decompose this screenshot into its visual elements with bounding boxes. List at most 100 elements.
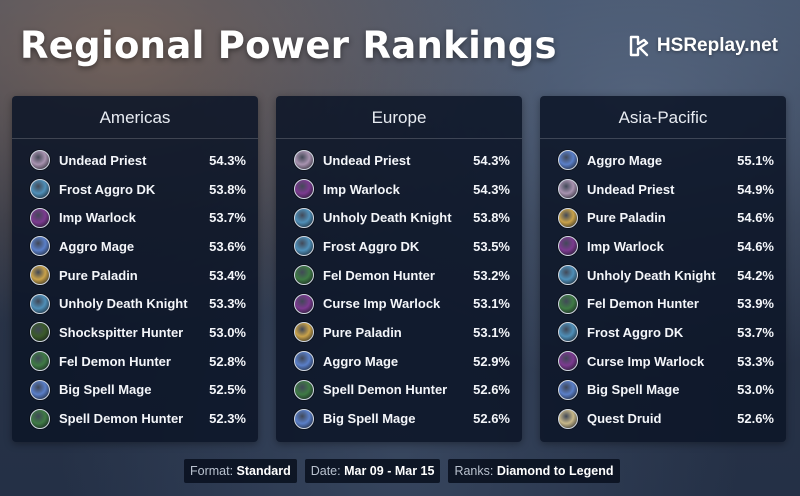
paladin-class-icon xyxy=(294,322,314,343)
deck-row[interactable]: Unholy Death Knight 53.3% xyxy=(12,289,258,318)
deck-winrate: 53.2% xyxy=(473,267,510,283)
deck-winrate: 53.8% xyxy=(473,210,510,226)
deck-row[interactable]: Unholy Death Knight 54.2% xyxy=(540,261,786,290)
deck-winrate: 52.6% xyxy=(737,411,774,427)
deck-row[interactable]: Undead Priest 54.3% xyxy=(12,146,258,175)
region-title: Asia-Pacific xyxy=(540,96,786,139)
ranks-label: Ranks: xyxy=(454,464,494,478)
deck-list: Undead Priest 54.3% Imp Warlock 54.3% Unholy… xyxy=(276,139,522,433)
deck-list: Undead Priest 54.3% Frost Aggro DK 53.8% Imp… xyxy=(12,139,258,433)
region-panel-asia-pacific: Asia-Pacific Aggro Mage 55.1% Undead Pries… xyxy=(540,96,786,442)
deck-name: Fel Demon Hunter xyxy=(587,296,699,312)
deck-row[interactable]: Shockspitter Hunter 53.0% xyxy=(12,318,258,347)
deck-winrate: 53.8% xyxy=(209,181,246,197)
deck-row[interactable]: Spell Demon Hunter 52.6% xyxy=(276,376,522,405)
deck-name: Aggro Mage xyxy=(587,152,663,168)
deck-list: Aggro Mage 55.1% Undead Priest 54.9% Pure Pa… xyxy=(540,139,786,433)
deck-name: Unholy Death Knight xyxy=(587,267,716,283)
deck-row[interactable]: Spell Demon Hunter 52.3% xyxy=(12,404,258,433)
deck-name: Imp Warlock xyxy=(323,181,400,197)
mage-class-icon xyxy=(558,150,578,171)
warlock-class-icon xyxy=(558,236,578,257)
deck-row[interactable]: Fel Demon Hunter 53.2% xyxy=(276,261,522,290)
deck-row[interactable]: Aggro Mage 55.1% xyxy=(540,146,786,175)
deck-row[interactable]: Curse Imp Warlock 53.1% xyxy=(276,289,522,318)
deck-name: Unholy Death Knight xyxy=(59,296,188,312)
format-chip: Format: Standard xyxy=(184,459,297,483)
deck-winrate: 55.1% xyxy=(737,152,774,168)
deck-name: Shockspitter Hunter xyxy=(59,324,184,340)
deck-row[interactable]: Frost Aggro DK 53.7% xyxy=(540,318,786,347)
mage-class-icon xyxy=(30,379,50,400)
priest-class-icon xyxy=(294,150,314,171)
date-value: Mar 09 - Mar 15 xyxy=(344,464,435,478)
deck-row[interactable]: Pure Paladin 53.1% xyxy=(276,318,522,347)
deck-row[interactable]: Big Spell Mage 53.0% xyxy=(540,376,786,405)
mage-class-icon xyxy=(294,408,314,429)
brand-logo[interactable]: HSReplay.net xyxy=(627,34,778,58)
deck-name: Curse Imp Warlock xyxy=(323,296,441,312)
deck-name: Pure Paladin xyxy=(587,210,666,226)
deck-row[interactable]: Unholy Death Knight 53.8% xyxy=(276,203,522,232)
dk-class-icon xyxy=(30,293,50,314)
deck-name: Imp Warlock xyxy=(587,238,664,254)
deck-row[interactable]: Curse Imp Warlock 53.3% xyxy=(540,347,786,376)
ranks-value: Diamond to Legend xyxy=(496,464,614,478)
page-title: Regional Power Rankings xyxy=(20,24,557,67)
deck-row[interactable]: Fel Demon Hunter 52.8% xyxy=(12,347,258,376)
deck-row[interactable]: Quest Druid 52.6% xyxy=(540,404,786,433)
deck-row[interactable]: Undead Priest 54.9% xyxy=(540,175,786,204)
mage-class-icon xyxy=(30,236,50,257)
deck-row[interactable]: Frost Aggro DK 53.8% xyxy=(12,175,258,204)
region-title: Americas xyxy=(12,96,258,139)
deck-row[interactable]: Imp Warlock 54.6% xyxy=(540,232,786,261)
ranks-chip: Ranks: Diamond to Legend xyxy=(448,459,620,483)
deck-winrate: 54.9% xyxy=(737,181,774,197)
deck-winrate: 53.0% xyxy=(209,324,246,340)
deck-row[interactable]: Aggro Mage 52.9% xyxy=(276,347,522,376)
warlock-class-icon xyxy=(558,351,578,372)
region-panel-americas: Americas Undead Priest 54.3% Frost Aggro D… xyxy=(12,96,258,442)
warlock-class-icon xyxy=(30,207,50,228)
deck-name: Frost Aggro DK xyxy=(323,238,420,254)
format-value: Standard xyxy=(236,464,291,478)
deck-winrate: 54.6% xyxy=(737,210,774,226)
deck-name: Big Spell Mage xyxy=(323,411,416,427)
deck-name: Pure Paladin xyxy=(59,267,138,283)
deck-name: Spell Demon Hunter xyxy=(323,382,448,398)
deck-winrate: 54.2% xyxy=(737,267,774,283)
deck-row[interactable]: Imp Warlock 54.3% xyxy=(276,175,522,204)
region-title: Europe xyxy=(276,96,522,139)
deck-row[interactable]: Pure Paladin 53.4% xyxy=(12,261,258,290)
deck-winrate: 53.3% xyxy=(209,296,246,312)
deck-name: Fel Demon Hunter xyxy=(323,267,435,283)
deck-winrate: 52.5% xyxy=(209,382,246,398)
deck-name: Frost Aggro DK xyxy=(59,181,156,197)
deck-winrate: 54.3% xyxy=(473,181,510,197)
deck-name: Curse Imp Warlock xyxy=(587,353,705,369)
deck-row[interactable]: Pure Paladin 54.6% xyxy=(540,203,786,232)
deck-name: Undead Priest xyxy=(323,152,411,168)
deck-row[interactable]: Big Spell Mage 52.6% xyxy=(276,404,522,433)
dk-class-icon xyxy=(30,179,50,200)
dk-class-icon xyxy=(294,236,314,257)
deck-row[interactable]: Undead Priest 54.3% xyxy=(276,146,522,175)
deck-row[interactable]: Frost Aggro DK 53.5% xyxy=(276,232,522,261)
format-label: Format: xyxy=(190,464,234,478)
deck-winrate: 53.7% xyxy=(737,324,774,340)
warlock-class-icon xyxy=(294,293,314,314)
dk-class-icon xyxy=(558,265,578,286)
deck-row[interactable]: Big Spell Mage 52.5% xyxy=(12,376,258,405)
dk-class-icon xyxy=(294,207,314,228)
deck-winrate: 54.3% xyxy=(473,152,510,168)
deck-row[interactable]: Fel Demon Hunter 53.9% xyxy=(540,289,786,318)
brand-name: HSReplay.net xyxy=(656,35,778,56)
deck-winrate: 53.4% xyxy=(209,267,246,283)
deck-row[interactable]: Aggro Mage 53.6% xyxy=(12,232,258,261)
deck-winrate: 53.5% xyxy=(473,238,510,254)
deck-name: Imp Warlock xyxy=(59,210,136,226)
filter-bar: Format: Standard Date: Mar 09 - Mar 15 R… xyxy=(184,459,620,483)
deck-winrate: 53.1% xyxy=(473,296,510,312)
deck-row[interactable]: Imp Warlock 53.7% xyxy=(12,203,258,232)
deck-winrate: 52.8% xyxy=(209,353,246,369)
